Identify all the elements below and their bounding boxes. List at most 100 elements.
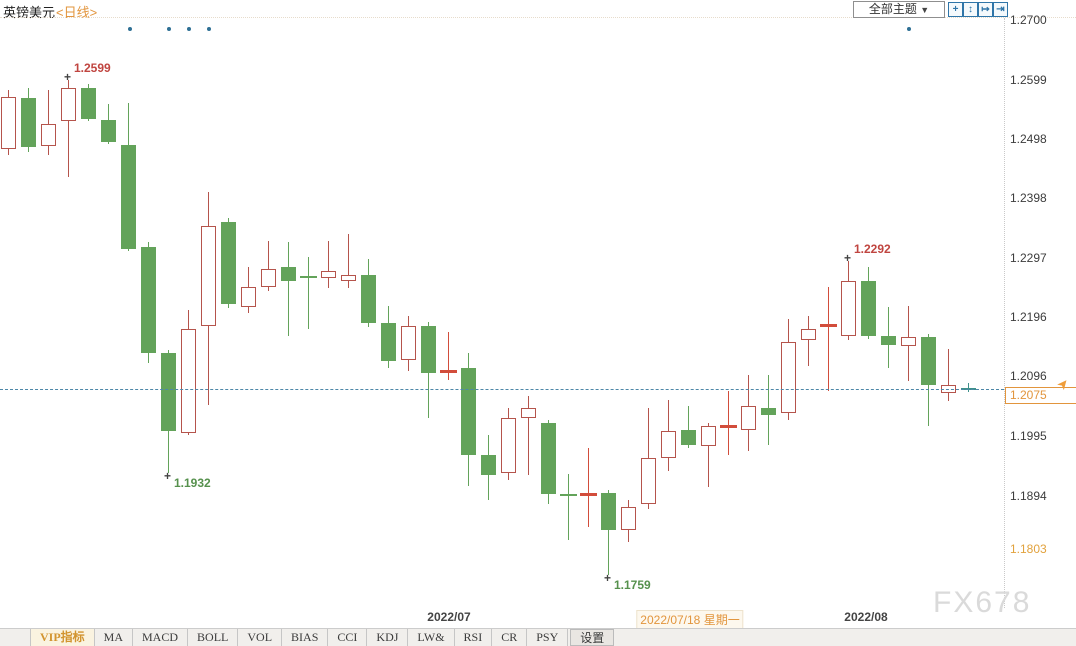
symbol-title: 英镑美元 [3,5,56,20]
candle [461,368,476,455]
candle [281,266,296,281]
candle-wick [308,256,309,329]
x-axis-label: 2022/07 [427,610,471,624]
price-label: 1.2599 [1010,72,1047,87]
toolbar-item-lw[interactable]: LW& [408,629,455,646]
marker-dot [907,27,911,31]
current-price-box: 1.2075 [1005,386,1076,404]
candle [261,268,276,287]
candle-doji [580,493,597,497]
theme-dropdown[interactable]: 全部主题 ▼ [853,1,945,18]
candle [861,281,876,336]
candle-doji [300,275,317,278]
candle-wick [708,422,709,488]
candle-doji [820,324,837,328]
candle [681,430,696,445]
candle [41,124,56,147]
marker-dot [207,27,211,31]
candle [401,325,416,361]
candle [341,275,356,281]
annotation-high: 1.2599 [74,60,111,75]
candle-wick [528,395,529,475]
x-axis-label: 2022/08 [844,610,888,624]
price-label: 1.1894 [1010,488,1047,503]
candle-wick [268,240,269,291]
top-divider [0,17,1076,18]
toolbar-item-boll[interactable]: BOLL [188,629,239,646]
price-label: 1.2398 [1010,191,1047,206]
candle [921,337,936,386]
page-title: 英镑美元<日线> [3,2,97,21]
toolbar-item-rsi[interactable]: RSI [455,629,493,646]
candle-doji [440,370,457,374]
highlighted-date-label: 2022/07/18 星期一 [636,610,744,629]
shift-right-icon[interactable]: ⇥ [993,2,1008,17]
candle [761,408,776,415]
candle-doji [720,425,737,429]
period-label: <日线> [56,5,98,20]
candle [641,457,656,505]
price-label: 1.2498 [1010,132,1047,147]
candle-wick [728,391,729,455]
price-label: 1.2700 [1010,13,1047,27]
candle [481,454,496,475]
fit-vertical-icon[interactable]: ↕ [963,2,978,17]
candle [541,422,556,495]
price-label: 1.1803 [1010,542,1047,557]
candle-wick [448,331,449,380]
candle-wick [948,348,949,402]
toolbar-item-bias[interactable]: BIAS [282,629,329,646]
candle [81,88,96,119]
candle [381,323,396,361]
chevron-down-icon: ▼ [920,5,930,15]
toolbar-item-vol[interactable]: VOL [238,629,283,646]
candle-wick [688,405,689,448]
candle-wick [608,490,609,576]
toolbar-item-ma[interactable]: MA [95,629,134,646]
toolbar-item-settings[interactable]: 设置 [570,629,615,646]
candle [181,328,196,433]
pan-right-icon[interactable]: ↦ [978,2,993,17]
marker-cross-icon: + [64,69,72,84]
candle [121,145,136,249]
candle-doji [560,493,577,496]
candle [201,225,216,327]
candle [841,281,856,337]
toolbar-item-kdj[interactable]: KDJ [367,629,409,646]
candle [741,405,756,431]
move-crosshair-icon[interactable]: + [948,2,963,17]
marker-dot [128,27,132,31]
theme-dropdown-label: 全部主题 [868,2,917,16]
toolbar-item-cci[interactable]: CCI [328,629,368,646]
candle [901,337,916,347]
annotation-low: 1.1932 [174,476,211,491]
candle [801,328,816,341]
toolbar-item-psy[interactable]: PSY [527,629,569,646]
toolbar-item-vip[interactable]: VIP指标 [31,629,95,646]
candle-wick [828,286,829,392]
candle-wick [808,316,809,367]
candle [501,417,516,473]
price-label: 1.2096 [1010,369,1047,384]
candle [701,425,716,446]
candle [21,97,36,148]
marker-cross-icon: + [164,469,172,484]
toolbar-item-macd[interactable]: MACD [133,629,189,646]
candle [781,341,796,413]
candle-wick [288,241,289,336]
candle [361,275,376,324]
candle [1,96,16,149]
candle [101,119,116,142]
candle [161,353,176,431]
marker-dot [167,27,171,31]
indicator-toolbar: VIP指标 MA MACD BOLL VOL BIAS CCI KDJ LW& RSI CR PSY 设… [0,628,1076,646]
price-label: 1.2297 [1010,250,1047,265]
candle [621,507,636,531]
candle-wick [48,89,49,155]
candle-wick [968,382,969,392]
marker-cross-icon: + [604,571,612,586]
toolbar-item-cr[interactable]: CR [492,629,528,646]
candlestick-chart[interactable]: +1.2599 +1.1932 +1.1759 +1.2292 [0,18,1005,607]
candle [881,335,896,346]
